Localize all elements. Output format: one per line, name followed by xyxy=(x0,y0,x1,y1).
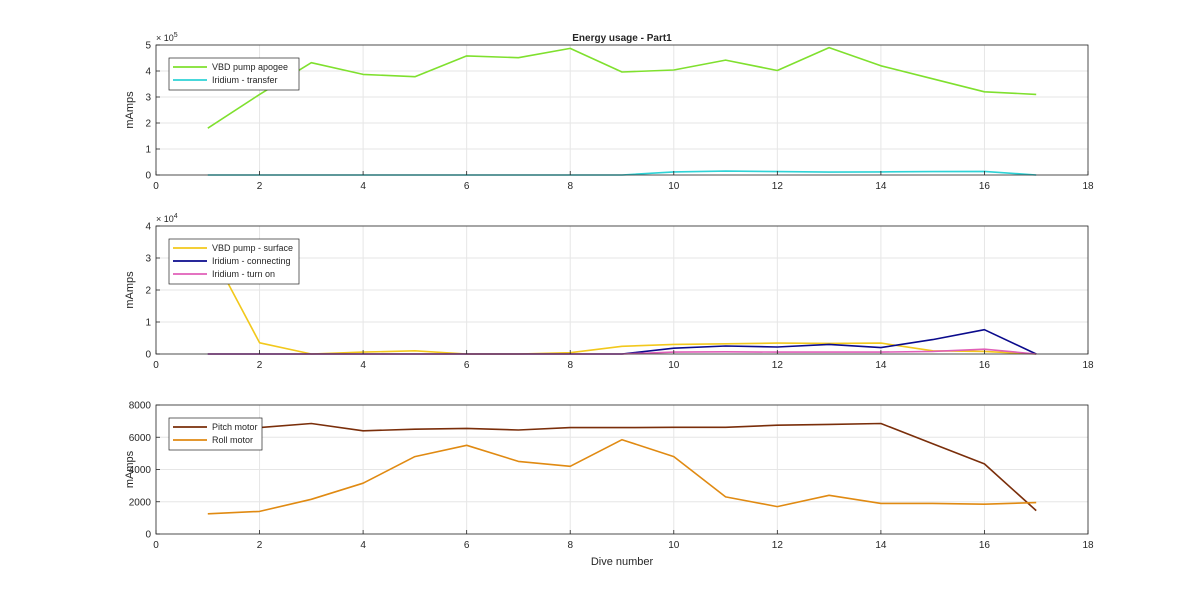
y-tick-label: 8000 xyxy=(129,401,152,412)
legend-box xyxy=(168,417,263,451)
x-tick-label: 10 xyxy=(668,181,680,192)
figure-title: Energy usage - Part1 xyxy=(572,33,672,44)
legend: VBD pump apogee Iridium - transfer xyxy=(168,57,300,91)
x-tick-label: 18 xyxy=(1082,540,1094,551)
y-tick-label: 2000 xyxy=(129,497,152,508)
x-tick-label: 0 xyxy=(153,360,159,371)
x-tick-label: 16 xyxy=(979,181,991,192)
y-tick-label: 1 xyxy=(145,145,151,156)
plot-area xyxy=(156,45,1088,175)
legend-label: Pitch motor xyxy=(212,422,258,432)
x-tick-label: 2 xyxy=(257,360,263,371)
x-tick-label: 6 xyxy=(464,181,470,192)
x-tick-label: 10 xyxy=(668,360,680,371)
legend-label: VBD pump apogee xyxy=(212,62,288,72)
x-tick-label: 18 xyxy=(1082,360,1094,371)
legend: VBD pump - surface Iridium - connecting Ir… xyxy=(168,238,300,285)
y-tick-label: 4 xyxy=(145,67,151,78)
legend-label: Iridium - connecting xyxy=(212,256,291,266)
x-tick-label: 6 xyxy=(464,540,470,551)
y-tick-label: 2 xyxy=(145,286,151,297)
y-axis-label: mAmps xyxy=(124,450,136,488)
x-tick-label: 8 xyxy=(567,540,573,551)
x-tick-label: 8 xyxy=(567,181,573,192)
y-tick-label: 3 xyxy=(145,93,151,104)
x-tick-label: 4 xyxy=(360,181,366,192)
x-tick-label: 14 xyxy=(875,540,887,551)
x-tick-label: 12 xyxy=(772,540,784,551)
x-tick-label: 10 xyxy=(668,540,680,551)
axis-frame xyxy=(155,44,1089,176)
legend-label: Iridium - transfer xyxy=(212,75,278,85)
y-axis-label: mAmps xyxy=(124,271,136,309)
legend-label: Iridium - turn on xyxy=(212,269,275,279)
x-tick-label: 14 xyxy=(875,360,887,371)
y-tick-label: 4 xyxy=(145,222,151,233)
x-tick-label: 12 xyxy=(772,181,784,192)
y-tick-label: 1 xyxy=(145,318,151,329)
x-tick-label: 0 xyxy=(153,540,159,551)
y-tick-label: 0 xyxy=(145,171,151,182)
series-line-0-0 xyxy=(207,46,1037,129)
x-tick-label: 0 xyxy=(153,181,159,192)
y-tick-label: 3 xyxy=(145,254,151,265)
x-tick-label: 4 xyxy=(360,360,366,371)
series-line-2-1 xyxy=(207,438,1037,515)
y-tick-label: 5 xyxy=(145,41,151,52)
x-tick-label: 16 xyxy=(979,360,991,371)
x-tick-label: 14 xyxy=(875,181,887,192)
y-axis-label: mAmps xyxy=(124,91,136,129)
x-tick-label: 18 xyxy=(1082,181,1094,192)
y-tick-label: 6000 xyxy=(129,433,152,444)
axes-bottom: 0 2 4 6 8 10 12 14 16 18 0 2000 4000 6000 8000 mAmps Div… xyxy=(124,401,1094,569)
x-tick-label: 2 xyxy=(257,540,263,551)
x-axis-label: Dive number xyxy=(591,556,654,568)
x-tick-label: 12 xyxy=(772,360,784,371)
y-tick-label: 0 xyxy=(145,350,151,361)
x-tick-label: 4 xyxy=(360,540,366,551)
y-tick-label: 2 xyxy=(145,119,151,130)
y-tick-label: 4000 xyxy=(129,465,152,476)
legend-label: VBD pump - surface xyxy=(212,243,293,253)
x-tick-label: 16 xyxy=(979,540,991,551)
legend-box xyxy=(168,57,300,91)
y-tick-label: 0 xyxy=(145,530,151,541)
x-tick-label: 8 xyxy=(567,360,573,371)
x-tick-label: 2 xyxy=(257,181,263,192)
y-exponent-label: × 104 xyxy=(156,213,178,224)
legend-label: Roll motor xyxy=(212,435,253,445)
series-line-2-0 xyxy=(207,422,1037,512)
legend: Pitch motor Roll motor xyxy=(168,417,263,451)
x-tick-label: 6 xyxy=(464,360,470,371)
y-exponent-label: × 105 xyxy=(156,32,178,43)
